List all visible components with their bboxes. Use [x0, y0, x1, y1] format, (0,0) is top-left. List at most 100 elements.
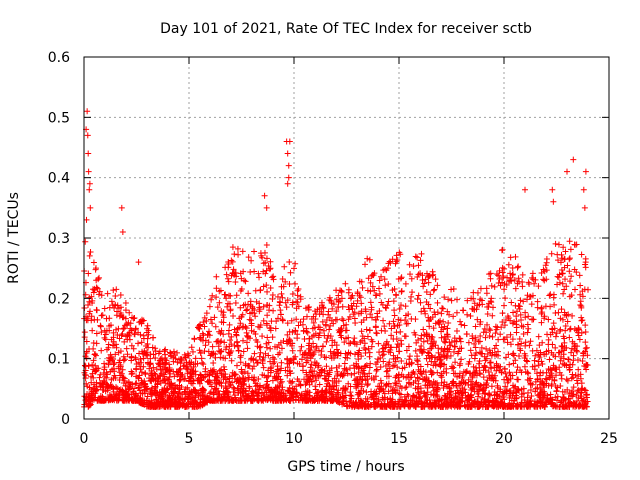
data-point — [546, 356, 553, 363]
data-point — [555, 241, 562, 248]
data-point — [84, 108, 91, 115]
data-point — [483, 382, 490, 389]
data-point — [366, 256, 373, 263]
data-point — [284, 180, 291, 187]
data-point — [441, 361, 448, 368]
data-point — [231, 385, 238, 392]
data-point — [450, 313, 457, 320]
data-point — [567, 361, 574, 368]
data-point — [265, 262, 272, 269]
data-point — [559, 280, 566, 287]
data-point — [428, 371, 435, 378]
data-point — [364, 255, 371, 262]
data-point — [362, 349, 369, 356]
data-point — [543, 256, 550, 263]
data-point — [505, 261, 512, 268]
data-point — [272, 390, 279, 397]
data-point — [147, 403, 154, 410]
data-point — [566, 238, 573, 245]
data-point — [226, 375, 233, 382]
data-point — [578, 251, 585, 258]
data-point — [247, 310, 254, 317]
data-point — [566, 366, 573, 373]
data-point — [277, 379, 284, 386]
data-point — [147, 351, 154, 358]
data-point — [106, 394, 113, 401]
data-point — [225, 327, 232, 334]
data-point — [266, 307, 273, 314]
data-point — [454, 296, 461, 303]
data-point — [197, 396, 204, 403]
data-point — [133, 361, 140, 368]
data-point — [138, 339, 145, 346]
data-point — [580, 186, 587, 193]
data-point — [406, 380, 413, 387]
data-point — [526, 281, 533, 288]
data-point — [284, 360, 291, 367]
data-point — [565, 402, 572, 409]
data-point — [581, 204, 588, 211]
data-point — [362, 395, 369, 402]
data-point — [350, 311, 357, 318]
data-point — [414, 296, 421, 303]
data-point — [367, 391, 374, 398]
data-point — [546, 372, 553, 379]
data-point — [341, 387, 348, 394]
data-point — [197, 334, 204, 341]
data-point — [188, 380, 195, 387]
data-point — [389, 363, 396, 370]
data-point — [389, 287, 396, 294]
data-point — [438, 334, 445, 341]
data-point — [206, 303, 213, 310]
data-point — [512, 253, 519, 260]
data-point — [316, 381, 323, 388]
data-point — [310, 332, 317, 339]
data-point — [297, 296, 304, 303]
data-point — [270, 307, 277, 314]
data-point — [518, 316, 525, 323]
data-point — [402, 280, 409, 287]
data-point — [141, 384, 148, 391]
data-point — [294, 299, 301, 306]
data-point — [166, 381, 173, 388]
data-point — [540, 394, 547, 401]
data-point — [263, 267, 270, 274]
data-point — [379, 345, 386, 352]
data-point — [470, 289, 477, 296]
data-point — [551, 301, 558, 308]
data-point — [463, 331, 470, 338]
data-point — [541, 313, 548, 320]
data-point — [424, 361, 431, 368]
data-point — [256, 306, 263, 313]
data-point — [496, 267, 503, 274]
data-point — [324, 370, 331, 377]
data-point — [570, 403, 577, 410]
data-point — [515, 275, 522, 282]
data-point — [552, 344, 559, 351]
data-point — [378, 273, 385, 280]
data-point — [177, 371, 184, 378]
data-point — [86, 180, 93, 187]
data-point — [355, 379, 362, 386]
data-point — [83, 338, 90, 345]
data-point — [171, 373, 178, 380]
data-point — [529, 274, 536, 281]
y-tick-label: 0.6 — [48, 50, 70, 66]
data-point — [262, 350, 269, 357]
data-point — [335, 292, 342, 299]
data-point — [107, 357, 114, 364]
data-point — [549, 396, 556, 403]
data-point — [226, 383, 233, 390]
data-point — [386, 320, 393, 327]
data-point — [461, 402, 468, 409]
data-point — [128, 353, 135, 360]
data-point — [583, 403, 590, 410]
data-point — [580, 349, 587, 356]
data-point — [524, 296, 531, 303]
data-point — [415, 390, 422, 397]
data-point — [329, 305, 336, 312]
data-point — [568, 389, 575, 396]
data-point — [285, 338, 292, 345]
data-point — [471, 369, 478, 376]
data-point — [354, 376, 361, 383]
